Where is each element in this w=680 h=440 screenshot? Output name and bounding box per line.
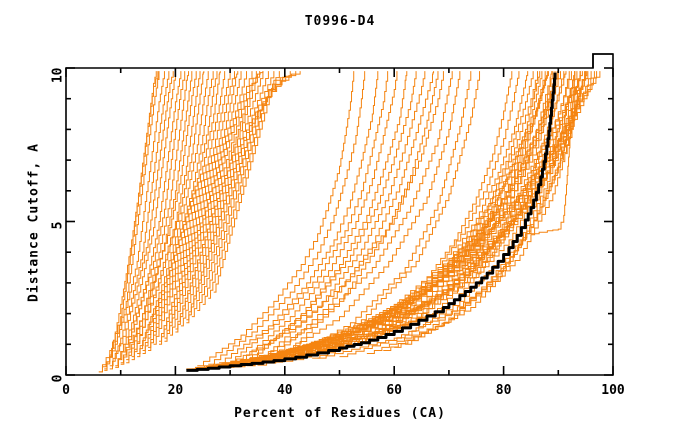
frame-notch: [592, 53, 613, 68]
prediction-curve: [317, 71, 588, 359]
prediction-curve: [197, 71, 286, 312]
highlight-curve: [186, 72, 557, 372]
prediction-curve: [109, 71, 170, 370]
prediction-curve: [262, 71, 426, 358]
prediction-curve: [126, 71, 193, 364]
prediction-curve: [109, 71, 174, 367]
curve-layer: [98, 71, 601, 373]
prediction-curve: [158, 71, 239, 342]
prediction-curve: [273, 71, 461, 359]
prediction-curve: [273, 71, 435, 356]
prediction-curve: [530, 71, 576, 235]
prediction-curve: [257, 71, 453, 361]
prediction-curve: [295, 71, 595, 361]
prediction-curve: [383, 71, 586, 351]
x-tick-label: 80: [495, 383, 512, 398]
prediction-curve: [208, 71, 366, 365]
page-title: T0996-D4: [304, 14, 376, 29]
x-tick-label: 20: [167, 383, 184, 398]
x-tick-label: 100: [601, 383, 625, 398]
prediction-curve: [241, 71, 398, 361]
prediction-curve: [142, 71, 221, 355]
prediction-curve: [230, 71, 444, 364]
x-tick-label: 40: [276, 383, 293, 398]
prediction-curve: [169, 71, 257, 336]
prediction-curve: [131, 71, 205, 358]
prediction-curve: [120, 71, 186, 364]
prediction-curve: [219, 71, 379, 364]
prediction-curve: [251, 71, 408, 359]
prediction-curve: [202, 71, 291, 305]
prediction-curve: [230, 71, 389, 362]
prediction-curve: [366, 71, 581, 355]
prediction-curve: [186, 71, 269, 321]
prediction-curve: [148, 71, 231, 351]
x-axis-label: Percent of Residues (CA): [234, 406, 446, 421]
plot-frame: [65, 53, 614, 376]
y-tick-label: 0: [50, 374, 66, 383]
y-tick-label: 10: [50, 67, 66, 84]
y-tick-label: 5: [50, 221, 66, 229]
prediction-curve: [295, 71, 481, 359]
prediction-curve: [158, 71, 242, 345]
x-tick-label: 0: [62, 383, 70, 398]
prediction-curve: [137, 71, 214, 355]
prediction-curve: [197, 71, 355, 367]
prediction-curve: [405, 71, 581, 345]
prediction-curve: [115, 71, 176, 367]
prediction-curve: [208, 71, 297, 299]
x-tick-label: 60: [386, 383, 403, 398]
tick-layer: [65, 67, 614, 376]
prediction-curve: [126, 71, 197, 361]
prediction-curve: [273, 71, 583, 363]
prediction-curve: [246, 71, 567, 365]
prediction-curve: [246, 71, 417, 361]
prediction-curve: [104, 71, 165, 371]
prediction-curve: [153, 71, 235, 345]
prediction-curve: [213, 71, 301, 293]
y-axis-label: Distance Cutoff, A: [26, 143, 42, 302]
